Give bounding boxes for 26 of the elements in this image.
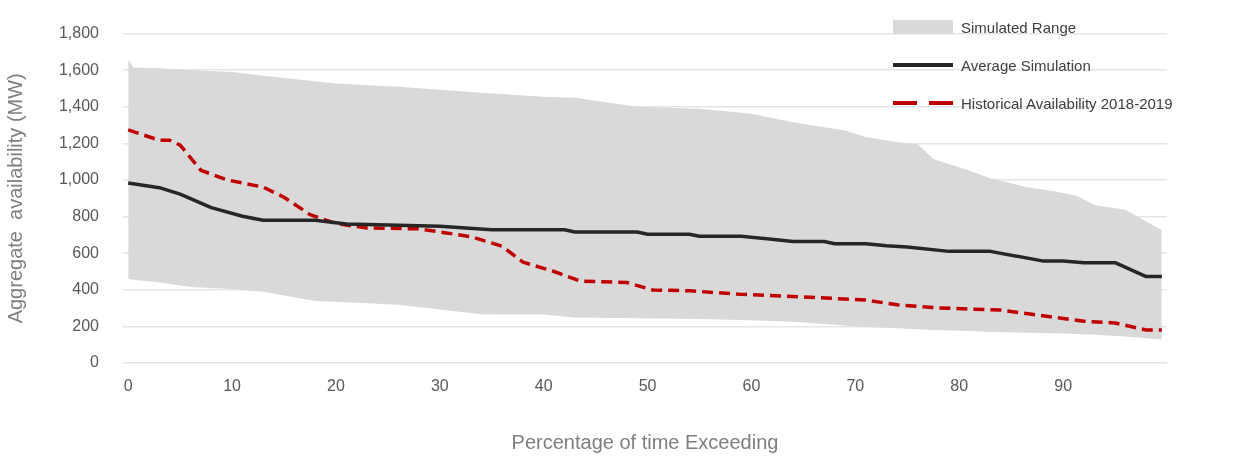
- y-axis-title: Aggregate availability (MW): [3, 73, 26, 324]
- legend-label: Average Simulation: [961, 56, 1091, 74]
- x-tick-label: 40: [534, 377, 553, 395]
- legend-label: Historical Availability 2018-2019: [961, 94, 1173, 112]
- x-tick-label: 60: [742, 377, 761, 395]
- y-tick-label: 1,200: [58, 133, 100, 151]
- y-tick-label: 1,600: [58, 60, 100, 78]
- x-tick-label: 10: [223, 377, 242, 395]
- line-series: [126, 128, 1164, 332]
- x-axis-title: Percentage of time Exceeding: [511, 430, 779, 453]
- y-tick-label: 0: [90, 353, 100, 371]
- y-tick-label: 400: [72, 280, 100, 298]
- x-tick-label: 80: [950, 377, 969, 395]
- y-tick-label: 1,400: [58, 97, 100, 115]
- x-tick-label: 30: [430, 377, 449, 395]
- y-tick-label: 1,800: [58, 24, 100, 42]
- x-tick-label: 20: [327, 377, 345, 395]
- y-tick-label: 800: [72, 207, 100, 225]
- x-tick-label: 0: [123, 377, 133, 395]
- legend-label: Simulated Range: [961, 18, 1077, 36]
- x-tick-label: 70: [846, 377, 865, 395]
- y-tick-label: 600: [72, 243, 100, 261]
- x-tick-label: 50: [638, 377, 657, 395]
- x-tick-label: 90: [1054, 377, 1073, 395]
- y-tick-label: 200: [72, 316, 100, 334]
- y-tick-label: 1,000: [58, 170, 100, 188]
